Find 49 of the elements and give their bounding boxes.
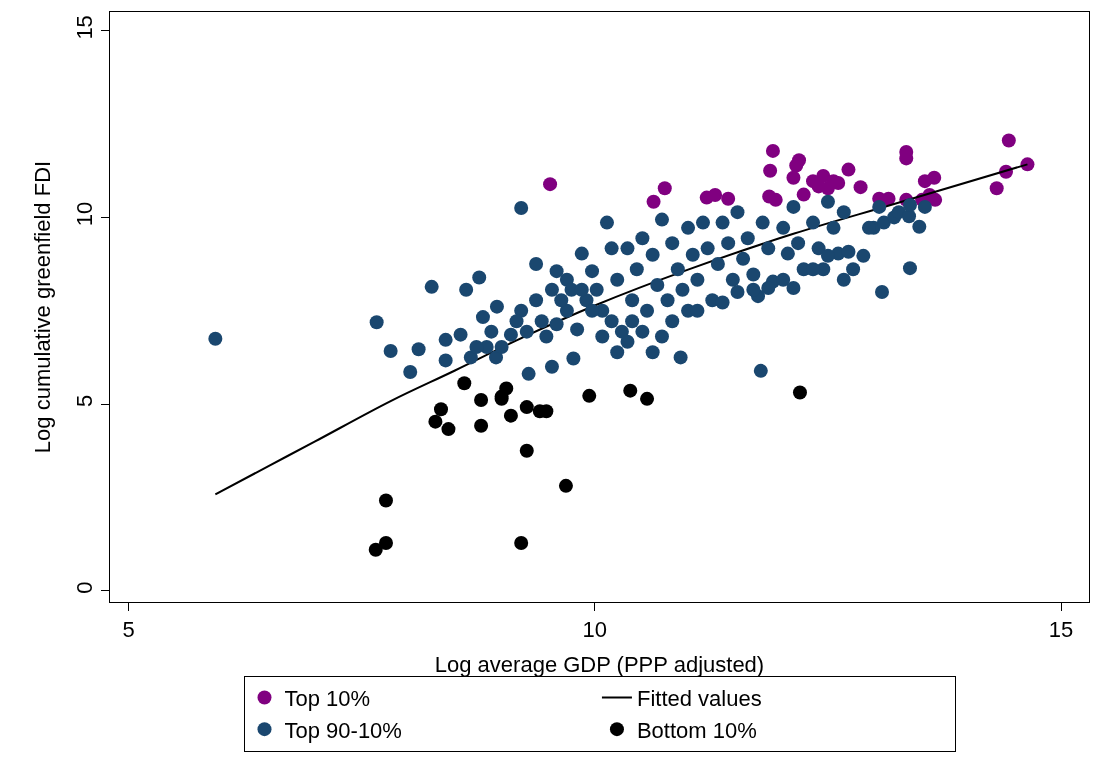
point xyxy=(841,162,856,177)
point xyxy=(853,180,868,195)
point xyxy=(657,181,672,196)
point xyxy=(519,400,534,415)
legend-label: Top 90-10% xyxy=(284,717,402,743)
point xyxy=(428,414,443,429)
point xyxy=(434,402,448,417)
y-tick-label: 10 xyxy=(72,201,98,227)
point xyxy=(786,170,801,185)
y-tick-label: 15 xyxy=(72,15,98,40)
point xyxy=(796,187,811,202)
point xyxy=(582,388,597,403)
point xyxy=(721,191,736,206)
x-tick-label: 5 xyxy=(122,617,135,643)
point xyxy=(457,376,472,391)
point xyxy=(558,478,573,493)
x-tick-label: 15 xyxy=(1048,617,1074,643)
point xyxy=(708,187,723,202)
legend-label: Top 10% xyxy=(284,686,371,712)
point xyxy=(514,536,529,550)
point xyxy=(765,143,780,158)
point xyxy=(543,177,558,192)
y-tick-label: 0 xyxy=(72,581,98,594)
point xyxy=(816,168,831,183)
point xyxy=(792,385,807,400)
point xyxy=(368,542,383,557)
x-tick-label: 10 xyxy=(582,617,608,643)
point xyxy=(792,153,807,168)
point xyxy=(441,422,456,437)
legend-label: Bottom 10% xyxy=(636,717,757,743)
point xyxy=(1001,133,1016,148)
point xyxy=(474,418,489,433)
y-axis-title: Log cumulative greenfield FDI xyxy=(30,160,55,454)
point xyxy=(763,163,778,178)
point xyxy=(623,383,638,398)
point xyxy=(927,170,942,185)
point xyxy=(474,392,489,407)
point xyxy=(503,408,518,423)
point xyxy=(640,391,655,406)
point xyxy=(646,194,661,209)
point xyxy=(768,192,783,207)
point xyxy=(928,192,943,207)
legend-label: Fitted values xyxy=(636,686,762,712)
point xyxy=(989,181,1004,196)
point xyxy=(378,536,393,550)
point xyxy=(519,443,534,458)
y-tick-label: 5 xyxy=(72,394,98,407)
point xyxy=(378,493,393,508)
x-axis-title: Log average GDP (PPP adjusted) xyxy=(434,652,765,678)
